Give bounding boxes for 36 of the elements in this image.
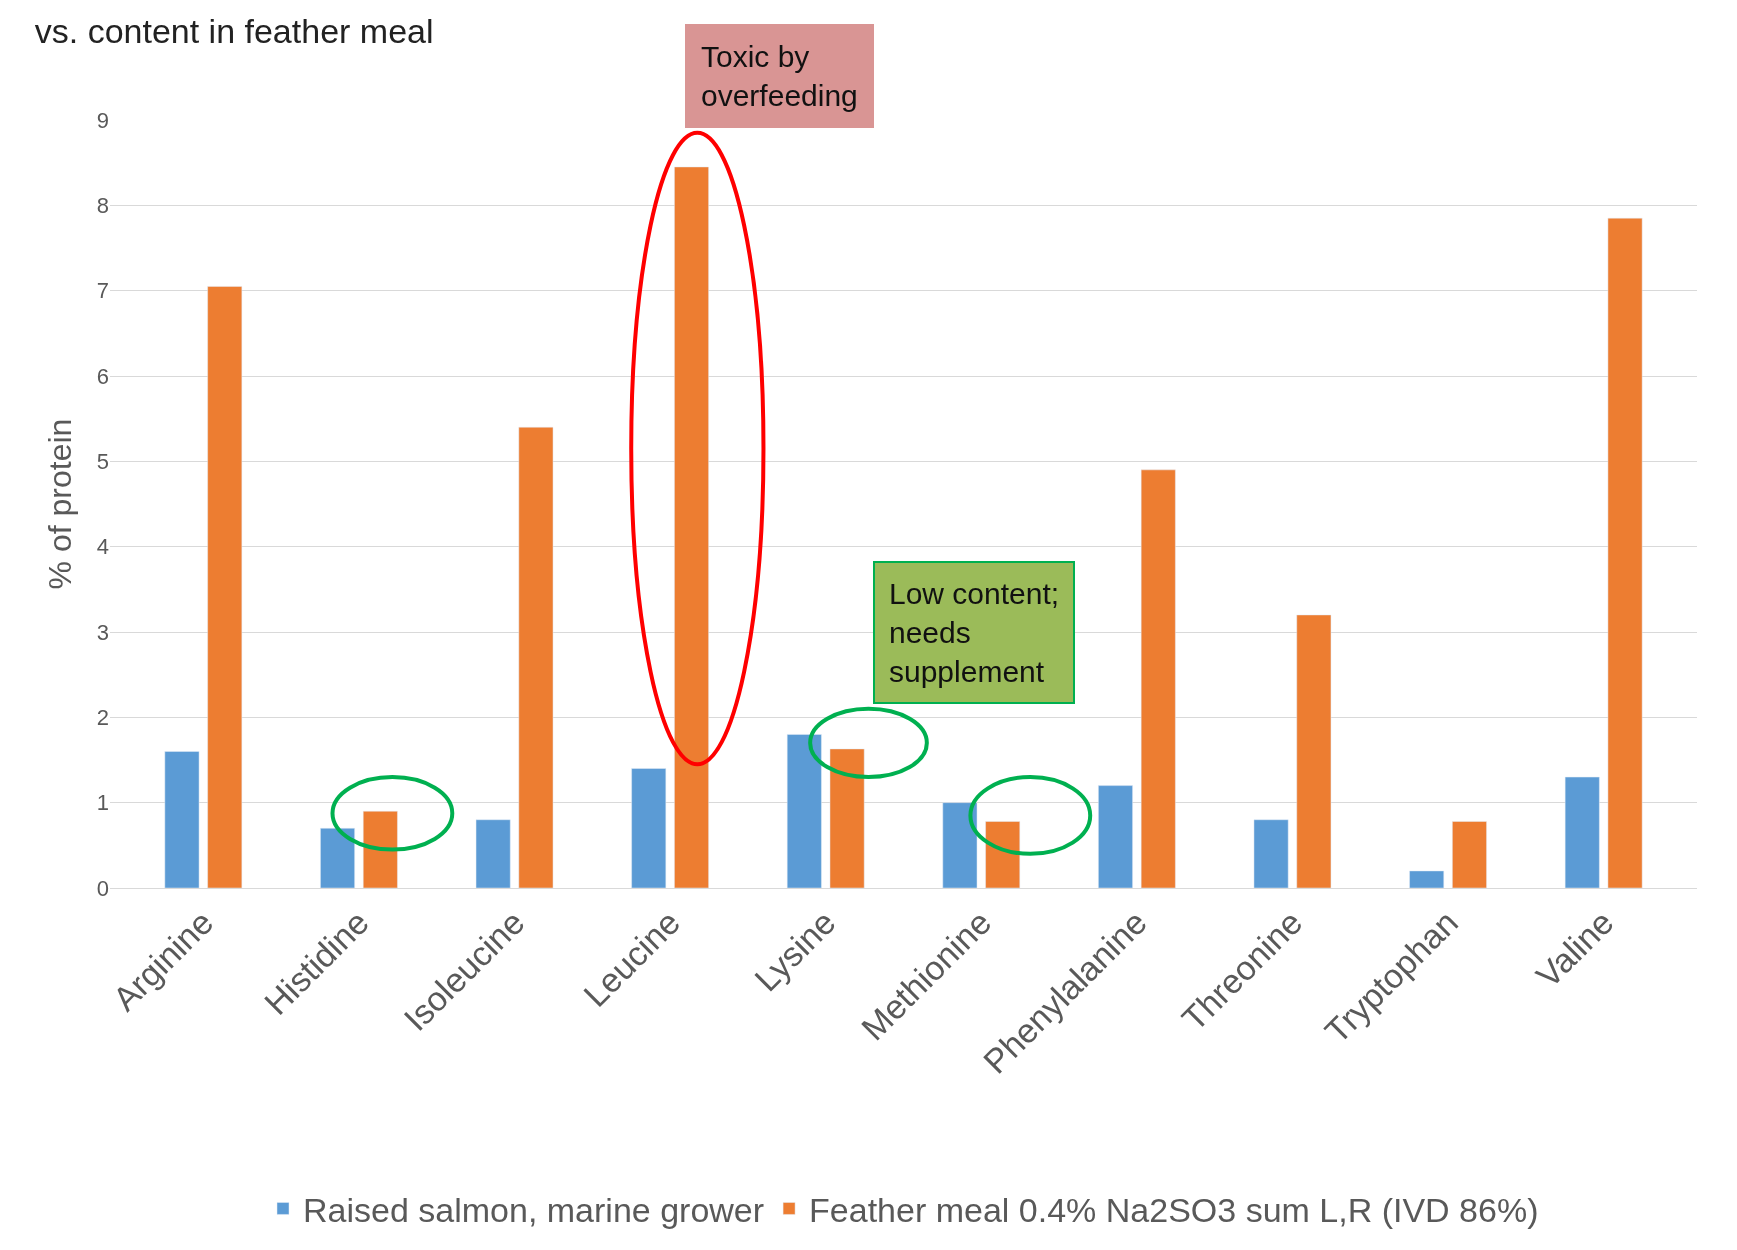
chart-title: vs. content in feather meal: [34, 11, 434, 50]
legend-label: Raised salmon, marine grower: [303, 1190, 765, 1229]
y-axis-title: % of protein: [42, 418, 79, 590]
bar: [786, 734, 822, 888]
bar: [320, 828, 355, 888]
y-tick-label: 8: [96, 193, 109, 219]
y-tick-label: 9: [96, 107, 109, 133]
bar: [1452, 821, 1487, 888]
bar: [362, 810, 398, 888]
legend-label: Feather meal 0.4% Na2SO3 sum L,R (IVD 86%): [809, 1190, 1539, 1229]
bar: [674, 166, 709, 888]
bar: [164, 751, 200, 888]
bar: [1409, 870, 1445, 888]
y-tick-label: 3: [96, 619, 109, 645]
y-tick-label: 7: [96, 278, 109, 304]
y-tick-label: 6: [96, 363, 109, 389]
bar: [829, 748, 865, 888]
annotation: Low content; needs supplement: [889, 577, 1060, 688]
bar: [518, 426, 554, 888]
bar: [942, 802, 978, 888]
bar: [631, 768, 667, 888]
bar: [1607, 217, 1643, 888]
y-tick-label: 5: [96, 449, 109, 475]
y-tick-label: 1: [96, 790, 109, 816]
bar: [1140, 469, 1176, 888]
bar: [475, 819, 511, 888]
y-tick-label: 4: [96, 534, 109, 560]
bar: [1253, 819, 1289, 888]
bar: [1296, 614, 1332, 888]
bar: [985, 821, 1021, 888]
bar: [1564, 776, 1600, 888]
y-tick-label: 2: [96, 705, 109, 731]
text: Toxic by overfeeding: [701, 40, 858, 112]
bar: [207, 286, 243, 888]
bar: [1098, 785, 1133, 888]
y-tick-label: 0: [96, 875, 109, 901]
